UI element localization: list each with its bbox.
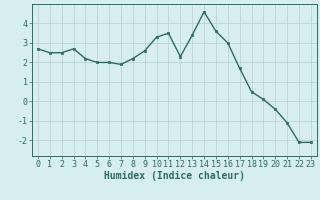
X-axis label: Humidex (Indice chaleur): Humidex (Indice chaleur) bbox=[104, 171, 245, 181]
